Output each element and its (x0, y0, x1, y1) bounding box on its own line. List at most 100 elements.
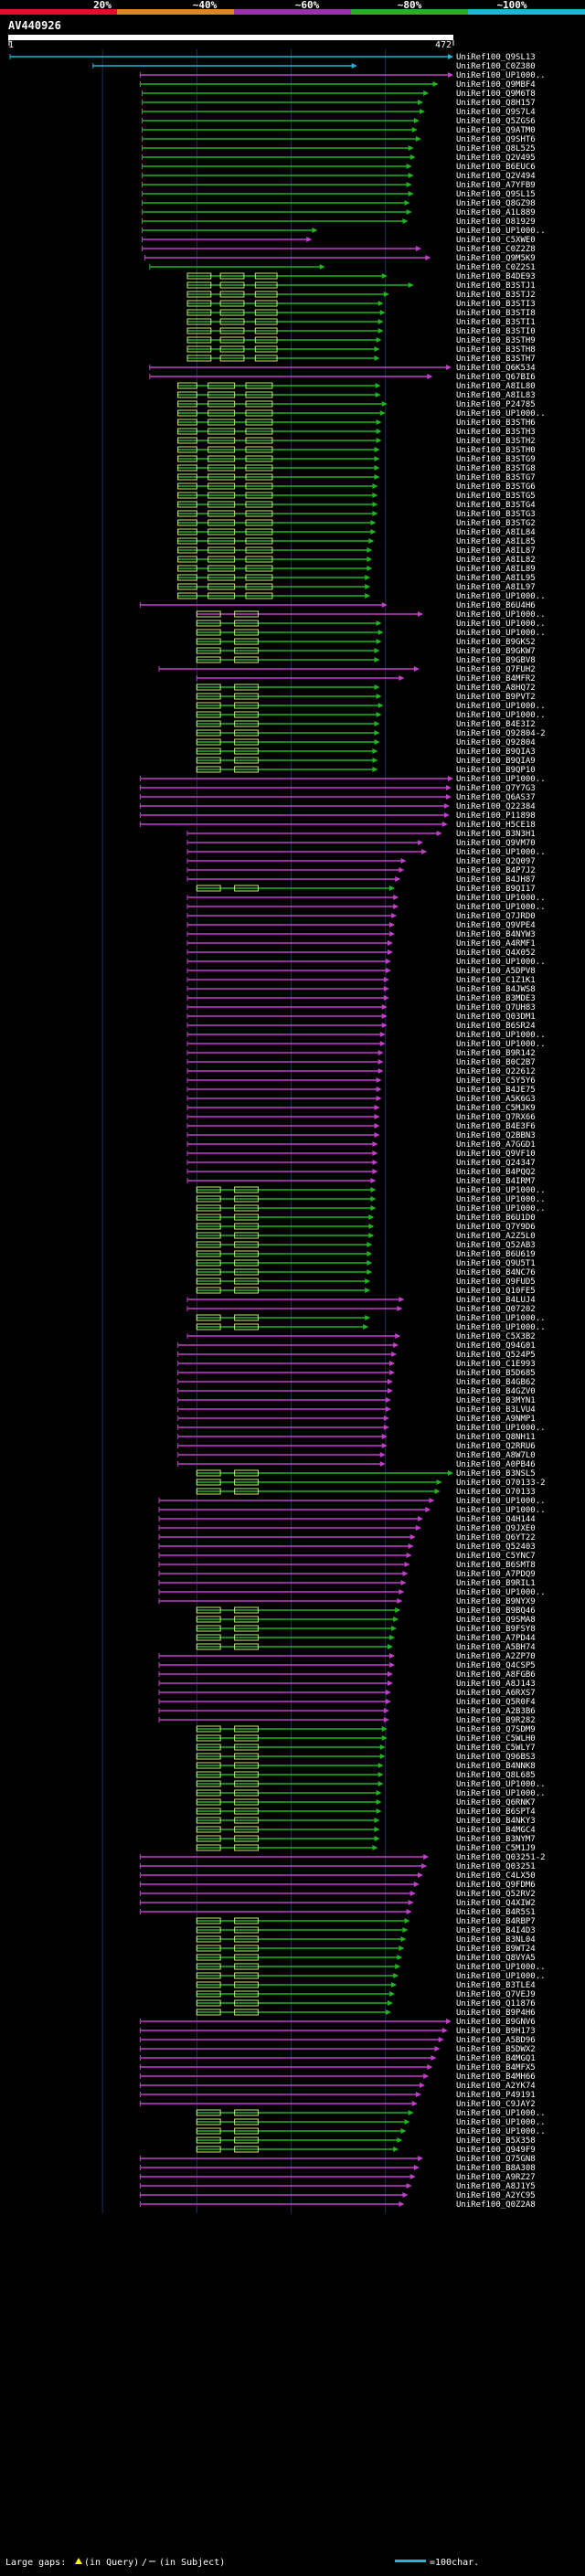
hit-row[interactable]: UniRef100_B9BQ46 (196, 1606, 536, 1616)
hit-row[interactable]: UniRef100_A4RMF1 (186, 939, 536, 949)
hit-row[interactable]: UniRef100_Q9VPE4 (186, 921, 536, 930)
hit-row[interactable]: UniRef100_Q67BI6 (149, 373, 536, 382)
hit-row[interactable]: UniRef100_A5BH74 (196, 1643, 536, 1652)
hit-row[interactable]: UniRef100_B6U1D0 (196, 1214, 536, 1223)
hit-row[interactable]: UniRef100_B3STJ1 (186, 281, 536, 291)
hit-row[interactable]: UniRef100_UP1000.. (196, 1314, 546, 1323)
hit-row[interactable]: UniRef100_B6SR24 (186, 1022, 536, 1031)
hit-row[interactable]: UniRef100_A8W7L0 (177, 1451, 536, 1460)
hit-row[interactable]: UniRef100_A1L889 (141, 208, 536, 217)
hit-row[interactable]: UniRef100_B3STG6 (177, 482, 536, 492)
hit-row[interactable]: UniRef100_B5X358 (196, 2136, 536, 2146)
hit-row[interactable]: UniRef100_UP1000.. (196, 1204, 546, 1214)
hit-row[interactable]: UniRef100_UP1000.. (196, 610, 546, 620)
hit-row[interactable]: UniRef100_Q11876 (196, 1999, 536, 2009)
hit-row[interactable]: UniRef100_UP1000.. (158, 1497, 546, 1506)
hit-row[interactable]: UniRef100_A6RXS7 (158, 1689, 536, 1698)
hit-row[interactable]: UniRef100_C1E993 (177, 1360, 536, 1369)
hit-row[interactable]: UniRef100_B4NKY3 (196, 1817, 536, 1826)
hit-row[interactable]: UniRef100_Q9FUD5 (196, 1277, 536, 1287)
hit-row[interactable]: UniRef100_Q6AS37 (139, 793, 536, 802)
hit-row[interactable]: UniRef100_UP1000.. (186, 1040, 546, 1049)
hit-row[interactable]: UniRef100_A8IL85 (177, 537, 536, 546)
hit-row[interactable]: UniRef100_Q8NH11 (177, 1433, 536, 1442)
hit-row[interactable]: UniRef100_C5X3B2 (186, 1332, 536, 1341)
hit-row[interactable]: UniRef100_A8IL80 (177, 382, 536, 391)
hit-row[interactable]: UniRef100_B3STH7 (186, 355, 536, 364)
hit-row[interactable]: UniRef100_Q9SL13 (9, 53, 536, 62)
hit-row[interactable]: UniRef100_UP1000.. (158, 1506, 546, 1515)
hit-row[interactable]: UniRef100_B9WT24 (196, 1945, 536, 1954)
hit-row[interactable]: UniRef100_B9PVT2 (196, 693, 536, 702)
hit-row[interactable]: UniRef100_B3STH9 (186, 336, 536, 345)
hit-row[interactable]: UniRef100_B4MFX5 (139, 2063, 536, 2072)
hit-row[interactable]: UniRef100_B3LVU4 (177, 1405, 536, 1415)
hit-row[interactable]: UniRef100_Q2V495 (141, 154, 536, 163)
hit-row[interactable]: UniRef100_B3STH2 (177, 437, 536, 446)
hit-row[interactable]: UniRef100_Q24347 (186, 1159, 536, 1168)
hit-row[interactable]: UniRef100_B6SMT8 (158, 1561, 536, 1570)
hit-row[interactable]: UniRef100_C5MJK9 (186, 1104, 536, 1113)
hit-row[interactable]: UniRef100_B3STH0 (177, 446, 536, 455)
hit-row[interactable]: UniRef100_Q7RX66 (186, 1113, 536, 1122)
hit-row[interactable]: UniRef100_O70133 (196, 1488, 536, 1497)
hit-row[interactable]: UniRef100_Q9SL15 (141, 190, 536, 199)
hit-row[interactable]: UniRef100_B4GB62 (177, 1378, 536, 1387)
hit-row[interactable]: UniRef100_Q52AB3 (196, 1241, 536, 1250)
hit-row[interactable]: UniRef100_A5BD96 (139, 2036, 536, 2045)
hit-row[interactable]: UniRef100_A2ZP70 (158, 1652, 536, 1661)
hit-row[interactable]: UniRef100_UP1000.. (196, 2118, 546, 2127)
hit-row[interactable]: UniRef100_UP1000.. (141, 227, 546, 236)
hit-row[interactable]: UniRef100_Q8L685 (196, 1771, 536, 1780)
hit-row[interactable]: UniRef100_A8IL95 (177, 574, 536, 583)
hit-row[interactable]: UniRef100_B3STH3 (177, 428, 536, 437)
hit-row[interactable]: UniRef100_B9QI17 (196, 885, 536, 894)
hit-row[interactable]: UniRef100_Q0Z2A8 (139, 2200, 536, 2210)
hit-row[interactable]: UniRef100_A2B3B6 (158, 1707, 536, 1716)
hit-row[interactable]: UniRef100_A8IL82 (177, 556, 536, 565)
hit-row[interactable]: UniRef100_UP1000.. (196, 1195, 546, 1204)
hit-row[interactable]: UniRef100_UP1000.. (196, 2127, 546, 2136)
hit-row[interactable]: UniRef100_UP1000.. (196, 1323, 546, 1332)
hit-row[interactable]: UniRef100_A2YC95 (139, 2191, 536, 2200)
hit-row[interactable]: UniRef100_Q9VF10 (186, 1150, 536, 1159)
hit-row[interactable]: UniRef100_B4P7J2 (186, 866, 536, 875)
hit-row[interactable]: UniRef100_Q4XIW2 (139, 1899, 536, 1908)
hit-row[interactable]: UniRef100_B8A308 (139, 2164, 536, 2173)
hit-row[interactable]: UniRef100_B3MYN1 (177, 1396, 536, 1405)
hit-row[interactable]: UniRef100_Q75GN8 (139, 2155, 536, 2164)
hit-row[interactable]: UniRef100_O81929 (141, 217, 536, 227)
hit-row[interactable]: UniRef100_B4JWS8 (186, 985, 536, 994)
hit-row[interactable]: UniRef100_Q2BBN3 (186, 1131, 536, 1140)
hit-row[interactable]: UniRef100_B6SPT4 (196, 1807, 536, 1817)
hit-row[interactable]: UniRef100_B4GZV0 (177, 1387, 536, 1396)
hit-row[interactable]: UniRef100_B4NNK8 (196, 1762, 536, 1771)
hit-row[interactable]: UniRef100_B6EUC6 (141, 163, 536, 172)
hit-row[interactable]: UniRef100_B3STG7 (177, 473, 536, 482)
hit-row[interactable]: UniRef100_B3STG8 (177, 464, 536, 473)
hit-row[interactable]: UniRef100_B9P4H6 (196, 2009, 536, 2018)
hit-row[interactable]: UniRef100_B9GKW7 (196, 647, 536, 656)
hit-row[interactable]: UniRef100_B9FSY8 (196, 1625, 536, 1634)
hit-row[interactable]: UniRef100_B4E3I2 (196, 720, 536, 729)
hit-row[interactable]: UniRef100_C5M1J9 (196, 1844, 536, 1853)
hit-row[interactable]: UniRef100_A9NMP1 (177, 1415, 536, 1424)
hit-row[interactable]: UniRef100_Q8GZ98 (141, 199, 536, 208)
hit-row[interactable]: UniRef100_A8HQ72 (196, 684, 536, 693)
hit-row[interactable]: UniRef100_Q92804 (196, 738, 536, 747)
hit-row[interactable]: UniRef100_B3STI3 (186, 300, 536, 309)
hit-row[interactable]: UniRef100_Q949F9 (196, 2146, 536, 2155)
hit-row[interactable]: UniRef100_B4MH66 (139, 2072, 536, 2082)
hit-row[interactable]: UniRef100_B4LUJ4 (186, 1296, 536, 1305)
hit-row[interactable]: UniRef100_B3TLE4 (196, 1981, 536, 1990)
hit-row[interactable]: UniRef100_Q9M6T8 (141, 90, 536, 99)
hit-row[interactable]: UniRef100_UP1000.. (139, 71, 546, 80)
hit-row[interactable]: UniRef100_UP1000.. (186, 894, 546, 903)
hit-row[interactable]: UniRef100_Q7SDM9 (196, 1725, 536, 1734)
hit-row[interactable]: UniRef100_A9RZ27 (139, 2173, 536, 2182)
hit-row[interactable]: UniRef100_Q94G01 (177, 1341, 536, 1351)
hit-row[interactable]: UniRef100_A5DPV8 (186, 967, 536, 976)
hit-row[interactable]: UniRef100_B9QP10 (196, 766, 536, 775)
hit-row[interactable]: UniRef100_C5YNC7 (158, 1552, 536, 1561)
hit-row[interactable]: UniRef100_B4MGC4 (196, 1826, 536, 1835)
